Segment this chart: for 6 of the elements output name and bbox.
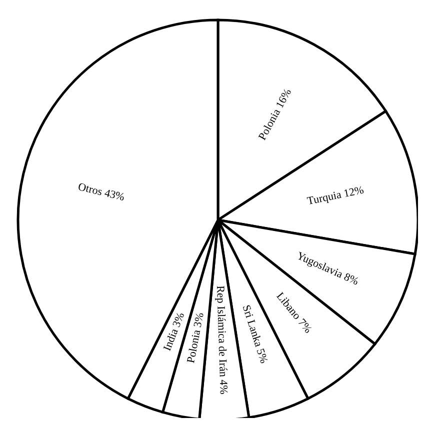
slice-label: Turquia 12% (306, 184, 365, 208)
slice-label: India 3% (161, 310, 188, 353)
slice-label: Otros 43% (76, 180, 126, 204)
slice-label: Sri Lanka 5% (240, 304, 270, 365)
slice-label: Polonia 3% (185, 312, 206, 364)
slice-label: Rep Islámica de Irán 4% (214, 285, 230, 394)
